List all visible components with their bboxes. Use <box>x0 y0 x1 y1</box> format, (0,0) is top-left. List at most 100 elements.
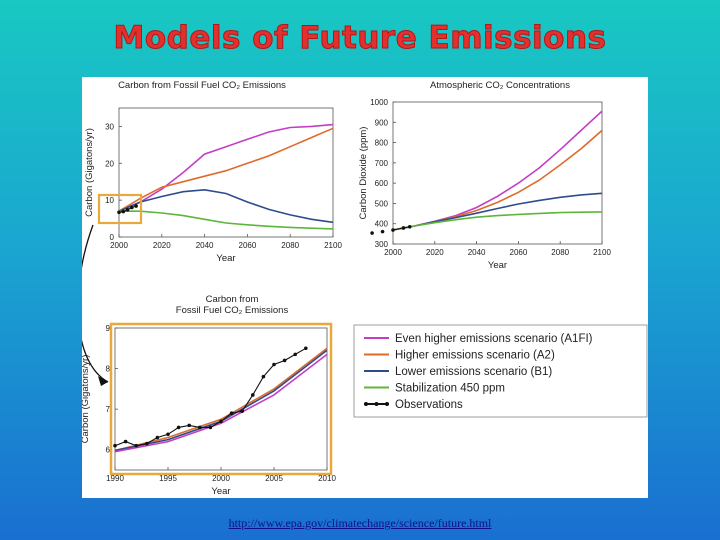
obs-point <box>370 231 374 235</box>
x-tick-label: 1990 <box>106 474 124 483</box>
obs-point <box>134 204 138 208</box>
obs-point <box>145 441 149 446</box>
chart-title-fossil: Carbon from Fossil Fuel CO₂ Emissions <box>118 80 286 91</box>
series-line-obs <box>115 347 307 447</box>
series-line-A2 <box>115 347 327 452</box>
series-line-stab <box>119 210 333 230</box>
series-line-B1 <box>119 188 333 224</box>
figure-panel: Carbon from Fossil Fuel CO₂ Emissions 200… <box>77 77 648 498</box>
x-axis-label: Year <box>211 486 230 497</box>
obs-point <box>407 224 412 229</box>
obs-point <box>198 425 202 430</box>
x-tick-label: 2040 <box>196 241 214 250</box>
legend-label-A2: Higher emissions scenario (A2) <box>395 350 555 362</box>
chart-title-co2: Atmospheric CO₂ Concentrations <box>430 80 570 91</box>
y-axis-label: Carbon (Gigatons/yr) <box>84 128 95 217</box>
obs-point <box>208 425 213 430</box>
obs-point <box>391 228 395 232</box>
y-tick-label: 700 <box>375 159 389 168</box>
zoom-highlight-frame <box>109 322 333 476</box>
obs-point <box>130 205 134 210</box>
plot-frame <box>114 327 328 471</box>
series-line-A1FI <box>119 123 333 212</box>
x-tick-label: 2020 <box>426 248 444 257</box>
x-tick-label: 2000 <box>384 248 402 257</box>
obs-point <box>117 210 121 215</box>
series-line-B1 <box>115 349 327 452</box>
x-tick-label: 2040 <box>468 248 486 257</box>
y-tick-label: 0 <box>110 233 115 242</box>
y-tick-label: 600 <box>375 179 389 188</box>
obs-point <box>380 229 385 234</box>
slide-title: Models of Future Emissions <box>113 20 607 57</box>
legend-marker <box>385 402 389 406</box>
figure-svg: Carbon from Fossil Fuel CO₂ Emissions200… <box>77 80 648 497</box>
y-tick-label: 300 <box>375 240 389 249</box>
x-tick-label: 2005 <box>265 474 283 483</box>
obs-point <box>125 207 130 212</box>
x-tick-label: 2060 <box>239 241 257 250</box>
legend-label-obs: Observations <box>395 399 463 411</box>
x-tick-label: 2100 <box>324 241 342 250</box>
y-tick-label: 30 <box>105 122 114 131</box>
x-tick-label: 2000 <box>212 474 230 483</box>
chart-title-zoom: Carbon from <box>206 294 259 305</box>
series-line-A2 <box>119 127 333 212</box>
source-link[interactable]: http://www.epa.gov/climatechange/science… <box>228 516 492 530</box>
y-tick-label: 6 <box>106 446 111 455</box>
y-tick-label: 7 <box>106 405 111 414</box>
legend-label-B1: Lower emissions scenario (B1) <box>395 366 552 378</box>
obs-point <box>166 432 170 437</box>
x-axis-label: Year <box>216 253 235 264</box>
legend-marker <box>364 402 368 406</box>
obs-point <box>401 226 406 230</box>
chart-title-zoom: Fossil Fuel CO₂ Emissions <box>176 305 289 316</box>
legend-label-A1FI: Even higher emissions scenario (A1FI) <box>395 333 593 345</box>
obs-point <box>282 358 287 363</box>
series-line-A1FI <box>115 353 327 453</box>
x-tick-label: 2020 <box>153 241 171 250</box>
legend: Even higher emissions scenario (A1FI) Hig… <box>353 324 648 418</box>
y-axis-label: Carbon Dioxide (ppm) <box>358 127 369 220</box>
x-tick-label: 2010 <box>318 474 336 483</box>
legend-marker <box>374 402 379 406</box>
y-tick-label: 400 <box>375 220 389 229</box>
x-tick-label: 2080 <box>281 241 299 250</box>
x-tick-label: 2060 <box>510 248 528 257</box>
x-tick-label: 1995 <box>159 474 177 483</box>
x-axis-label: Year <box>488 260 507 271</box>
y-tick-label: 800 <box>375 139 389 148</box>
y-tick-label: 9 <box>106 324 111 333</box>
obs-point <box>251 393 255 397</box>
obs-point <box>219 419 223 424</box>
y-tick-label: 500 <box>375 199 389 208</box>
series-line-stab <box>393 211 602 231</box>
legend-label-stab: Stabilization 450 ppm <box>395 383 505 395</box>
obs-point <box>229 411 234 416</box>
chart-co2: Atmospheric CO₂ Concentrations 2000 2020 20… <box>358 80 611 271</box>
obs-point <box>261 374 266 379</box>
obs-point <box>272 362 276 367</box>
legend-frame <box>353 324 648 418</box>
obs-point <box>293 352 297 357</box>
x-tick-label: 2000 <box>110 241 128 250</box>
obs-point <box>134 443 138 448</box>
y-tick-label: 1000 <box>370 98 388 107</box>
obs-point <box>187 423 191 428</box>
y-axis-label: Carbon (Gigatons/yr) <box>82 355 91 444</box>
plot-frame <box>118 107 334 238</box>
y-tick-label: 20 <box>105 159 114 168</box>
highlight-box <box>97 193 143 225</box>
obs-point <box>176 425 181 430</box>
arrow-head-icon <box>98 376 108 386</box>
obs-point <box>121 209 126 214</box>
obs-point <box>304 346 308 351</box>
x-tick-label: 2100 <box>593 248 611 257</box>
series-line-obs <box>393 226 410 231</box>
x-tick-label: 2080 <box>551 248 569 257</box>
y-tick-label: 10 <box>105 196 114 205</box>
y-tick-label: 900 <box>375 118 389 127</box>
y-tick-label: 8 <box>106 365 111 374</box>
obs-point <box>123 439 128 444</box>
